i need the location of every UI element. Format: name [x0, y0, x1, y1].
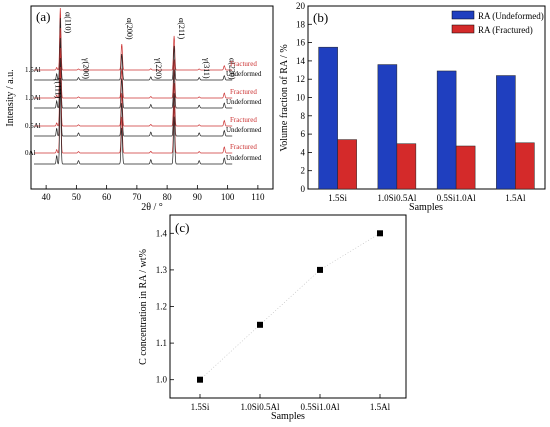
- carbon-point: [377, 230, 383, 237]
- xrd-x-tick-label: 110: [251, 192, 265, 202]
- carbon-point: [257, 321, 263, 328]
- ra-category-label: 1.5Al: [505, 193, 526, 203]
- xrd-x-tick-label: 80: [163, 192, 173, 202]
- ra-bar-undeformed: [436, 70, 457, 190]
- xrd-y-axis-label: Intensity / a.u.: [5, 69, 16, 126]
- ra-bar-panel: (b) Volume fraction of RA / % Samples 0 2…: [279, 1, 546, 213]
- xrd-curve-undeformed: [34, 17, 233, 81]
- xrd-plot-frame: [30, 5, 274, 190]
- xrd-curve-undeformed: [34, 37, 233, 109]
- xrd-x-tick-label: 70: [132, 192, 142, 202]
- xrd-panel-label: (a): [36, 9, 50, 24]
- ra-y-tick-label: 10: [296, 93, 306, 103]
- xrd-sample-label: 1.0Al: [25, 94, 41, 102]
- xrd-peak-label: γ(220): [154, 57, 163, 79]
- xrd-curve-undeformed: [34, 57, 233, 137]
- xrd-x-axis-label: 2θ / °: [141, 202, 163, 213]
- ra-y-tick-label: 20: [296, 1, 306, 11]
- carbon-y-axis-label: C concentration in RA / wt%: [138, 249, 149, 365]
- ra-y-tick-label: 4: [301, 147, 306, 157]
- carbon-x-axis-label: Samples: [271, 411, 305, 422]
- ra-x-axis-label: Samples: [409, 202, 443, 213]
- xrd-peak-label: γ(311): [202, 57, 211, 79]
- xrd-peak-label: γ(200): [81, 57, 90, 79]
- xrd-fractured-label: Fractured: [230, 143, 257, 151]
- xrd-undeformed-label: Undeformed: [226, 98, 262, 106]
- legend-swatch-undeformed: [451, 10, 475, 20]
- carbon-panel-label: (c): [175, 220, 189, 235]
- legend-label-undeformed: RA (Undeformed): [478, 11, 544, 21]
- ra-bar-undeformed: [496, 75, 516, 190]
- ra-y-tick-label: 0: [301, 184, 306, 194]
- carbon-scatter-panel: (c) C concentration in RA / wt% Samples …: [138, 214, 407, 422]
- xrd-undeformed-label: Undeformed: [226, 126, 262, 134]
- ra-y-tick-label: 8: [301, 111, 306, 121]
- xrd-curve-fractured: [34, 47, 233, 127]
- ra-legend: RA (Undeformed) RA (Fractured): [451, 10, 544, 35]
- carbon-point: [197, 376, 203, 383]
- carbon-y-tick-label: 1.4: [156, 228, 168, 238]
- xrd-curve-fractured: [34, 7, 233, 71]
- ra-y-tick-label: 14: [296, 56, 306, 66]
- carbon-category-label: 1.0Si0.5Al: [240, 402, 280, 412]
- carbon-trend-line: [199, 233, 381, 380]
- carbon-y-tick-label: 1.0: [156, 375, 168, 385]
- carbon-point: [317, 266, 323, 273]
- ra-category-label: 1.0Si0.5Al: [377, 193, 417, 203]
- ra-panel-label: (b): [313, 10, 328, 25]
- ra-y-tick-label: 6: [301, 129, 306, 139]
- ra-y-tick-label: 2: [301, 166, 306, 176]
- xrd-sample-label: 1.5Al: [25, 66, 41, 74]
- xrd-x-tick-label: 100: [221, 192, 235, 202]
- xrd-curve-fractured: [34, 27, 233, 99]
- xrd-peak-label: γ(111): [54, 77, 63, 99]
- ra-bar-fractured: [396, 143, 417, 190]
- legend-label-fractured: RA (Fractured): [478, 25, 533, 35]
- ra-bar-undeformed: [377, 64, 398, 190]
- xrd-undeformed-label: Undeformed: [226, 70, 262, 78]
- ra-bar-fractured: [455, 145, 476, 190]
- xrd-x-tick-label: 50: [72, 192, 82, 202]
- xrd-peak-label: α(220): [227, 58, 236, 80]
- carbon-y-tick-label: 1.1: [156, 338, 167, 348]
- xrd-x-tick-label: 60: [102, 192, 112, 202]
- xrd-peak-label: α(211): [177, 18, 186, 40]
- xrd-x-tick-label: 40: [42, 192, 52, 202]
- ra-category-label: 0.5Si1.0Al: [437, 193, 477, 203]
- xrd-undeformed-label: Undeformed: [226, 154, 262, 162]
- ra-y-tick-label: 16: [296, 38, 306, 48]
- xrd-x-tick-label: 90: [193, 192, 203, 202]
- xrd-fractured-label: Fractured: [230, 116, 257, 124]
- carbon-category-label: 1.5Si: [191, 402, 210, 412]
- xrd-peak-label: α(110): [63, 12, 72, 34]
- ra-category-label: 1.5Si: [328, 193, 347, 203]
- xrd-sample-label: 0.5Al: [25, 122, 41, 130]
- legend-swatch-fractured: [451, 24, 475, 34]
- xrd-panel: (a) Intensity / a.u. 2θ / ° 40 50 60 70 80 90…: [5, 5, 274, 213]
- xrd-sample-label: 0Al: [25, 149, 36, 157]
- carbon-y-tick-label: 1.3: [156, 265, 168, 275]
- xrd-fractured-label: Fractured: [230, 88, 257, 96]
- carbon-plot-frame: [169, 214, 407, 399]
- carbon-y-tick-label: 1.2: [156, 302, 167, 312]
- xrd-curve-undeformed: [34, 77, 233, 165]
- ra-y-axis-label: Volume fraction of RA / %: [279, 44, 290, 151]
- xrd-peak-label: α(200): [125, 18, 134, 40]
- ra-bar-undeformed: [318, 46, 338, 190]
- xrd-fractured-label: Fractured: [230, 60, 257, 68]
- carbon-category-label: 0.5Si1.0Al: [300, 402, 340, 412]
- ra-y-tick-label: 12: [296, 74, 305, 84]
- ra-bar-fractured: [515, 142, 535, 190]
- ra-y-tick-label: 18: [296, 19, 306, 29]
- carbon-category-label: 1.5Al: [370, 402, 391, 412]
- xrd-curve-fractured: [34, 66, 233, 154]
- ra-bar-fractured: [337, 139, 357, 190]
